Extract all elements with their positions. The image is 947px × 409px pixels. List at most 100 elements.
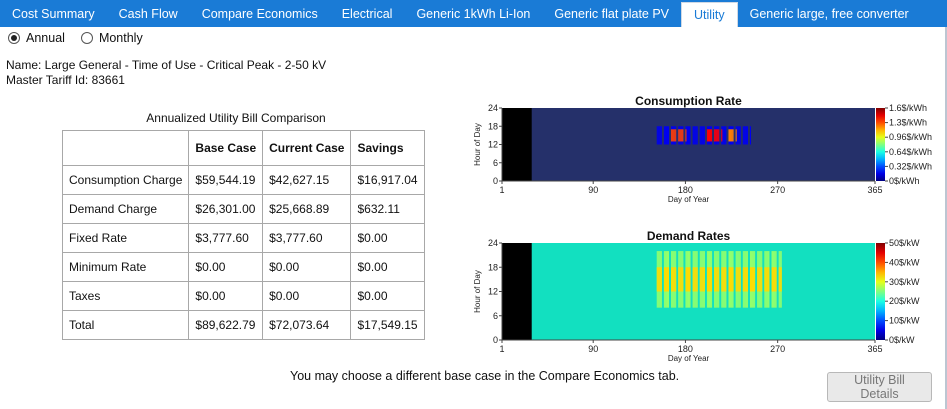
heatmap-cell xyxy=(695,267,697,292)
heatmap-cell xyxy=(682,267,684,292)
heatmap-cell xyxy=(725,126,727,145)
heatmap-cell xyxy=(689,126,691,145)
table-header-row: Base Case Current Case Savings xyxy=(61,130,425,166)
heatmap-cell xyxy=(722,267,724,292)
heatmap-cell xyxy=(743,126,745,145)
x-tick-label: 365 xyxy=(867,185,882,195)
bill-comparison-table: Base Case Current Case Savings Consumption … xyxy=(61,130,425,340)
heatmap-cell xyxy=(706,129,708,142)
heatmap-cell xyxy=(675,267,677,292)
table-row: Minimum Rate $0.00 $0.00 $0.00 xyxy=(61,252,425,282)
heatmap-cell xyxy=(685,129,687,142)
heatmap-cell xyxy=(672,129,674,142)
heatmap-cell xyxy=(696,126,698,145)
heatmap-cell xyxy=(701,126,703,145)
tab-cost-summary[interactable]: Cost Summary xyxy=(12,6,95,21)
heatmap-cell xyxy=(773,267,775,292)
colorbar-tick-label: 0$/kW xyxy=(889,335,915,345)
heatmap-cell xyxy=(708,267,711,292)
y-tick-label: 18 xyxy=(488,121,498,131)
heatmap-cell xyxy=(666,267,669,292)
table-cell: $72,073.64 xyxy=(262,310,352,340)
heatmap-cell xyxy=(728,129,730,142)
heatmap-cell xyxy=(701,267,703,292)
heatmap-cell xyxy=(656,267,658,292)
demand-rates-chart: Demand Rates 1 90 180 270 365 Day of Year 0 6 12 1… xyxy=(470,228,942,367)
tab-utility[interactable]: Utility xyxy=(681,2,738,27)
table-cell: $25,668.89 xyxy=(262,194,352,224)
x-tick-label: 365 xyxy=(867,344,882,354)
table-cell: $0.00 xyxy=(350,223,425,253)
heatmap-cell xyxy=(657,126,659,145)
heatmap-cell xyxy=(764,267,766,292)
heatmap-cell xyxy=(729,129,731,142)
y-tick-label: 12 xyxy=(488,140,498,150)
heatmap-cell xyxy=(724,267,726,292)
heatmap-cell xyxy=(774,267,776,292)
heatmap-cell xyxy=(772,267,774,292)
heatmap-cell xyxy=(761,267,763,292)
table-cell: $3,777.60 xyxy=(262,223,352,253)
monthly-radio[interactable] xyxy=(80,32,93,44)
tab-compare-economics[interactable]: Compare Economics xyxy=(201,6,318,21)
utility-bill-details-button[interactable]: Utility Bill Details xyxy=(827,372,932,402)
heatmap-cell xyxy=(753,267,755,292)
heatmap-cell xyxy=(737,267,739,292)
row-label: Taxes xyxy=(61,281,190,311)
heatmap-cell xyxy=(706,267,708,292)
heatmap-cell xyxy=(722,126,724,145)
table-row: Demand Charge $26,301.00 $25,668.89 $632.11 xyxy=(61,194,425,224)
heatmap-cell xyxy=(710,129,712,142)
heatmap-cell xyxy=(688,126,690,145)
colorbar-tick-label: 40$/kW xyxy=(889,257,920,267)
heatmap-cell xyxy=(699,126,701,145)
tab-generic-1kwh-li-ion[interactable]: Generic 1kWh Li-Ion xyxy=(416,6,531,21)
colorbar-tick-label: 0.64$/kWh xyxy=(889,147,932,157)
tab-electrical[interactable]: Electrical xyxy=(341,6,393,21)
heatmap-cell xyxy=(746,267,748,292)
heatmap-cell xyxy=(707,267,709,292)
heatmap-cell xyxy=(708,129,711,142)
heatmap-cell xyxy=(718,129,720,142)
heatmap-cell xyxy=(757,267,759,292)
monthly-radio-label[interactable]: Monthly xyxy=(98,31,143,45)
colorbar-tick-label: 30$/kW xyxy=(889,277,920,287)
heatmap-cell xyxy=(703,126,705,145)
heatmap-cell xyxy=(692,126,694,145)
table-cell: $42,627.15 xyxy=(262,165,352,195)
tab-cash-flow[interactable]: Cash Flow xyxy=(118,6,178,21)
annual-radio[interactable] xyxy=(8,32,20,44)
heatmap-cell xyxy=(687,126,689,145)
heatmap-cell xyxy=(766,267,768,292)
heatmap-cell xyxy=(660,126,662,145)
heatmap-cell xyxy=(682,129,684,142)
heatmap-cell xyxy=(696,267,698,292)
tab-generic-large-free-converter[interactable]: Generic large, free converter xyxy=(749,6,909,21)
heatmap-cell xyxy=(681,129,683,142)
row-label: Total xyxy=(61,310,190,340)
heatmap-cell xyxy=(658,126,660,145)
heatmap-cell xyxy=(664,126,666,145)
heatmap-cell xyxy=(660,267,662,292)
tab-generic-flat-plate-pv[interactable]: Generic flat plate PV xyxy=(554,6,670,21)
heatmap-cell xyxy=(723,126,725,145)
heatmap-cell xyxy=(717,267,719,292)
heatmap-cell xyxy=(656,126,658,145)
column-header: Current Case xyxy=(262,130,352,166)
no-data-region xyxy=(502,243,532,340)
chart-title: Demand Rates xyxy=(647,229,731,243)
heatmap-cell xyxy=(724,126,726,145)
heatmap-cell xyxy=(754,267,756,292)
heatmap-cell xyxy=(666,126,669,145)
heatmap-cell xyxy=(736,126,738,145)
x-tick-label: 1 xyxy=(499,185,504,195)
colorbar-tick-label: 0.96$/kWh xyxy=(889,132,932,142)
heatmap-cell xyxy=(686,126,688,145)
colorbar-tick-label: 0.32$/kWh xyxy=(889,161,932,171)
heatmap-cell xyxy=(680,267,682,292)
table-cell: $89,622.79 xyxy=(188,310,264,340)
demand-rates-heatmap: Demand Rates 1 90 180 270 365 Day of Year 0 6 12 1… xyxy=(473,229,920,363)
annual-radio-label[interactable]: Annual xyxy=(26,31,65,45)
heatmap-cell xyxy=(707,129,709,142)
heatmap-cell xyxy=(744,267,746,292)
